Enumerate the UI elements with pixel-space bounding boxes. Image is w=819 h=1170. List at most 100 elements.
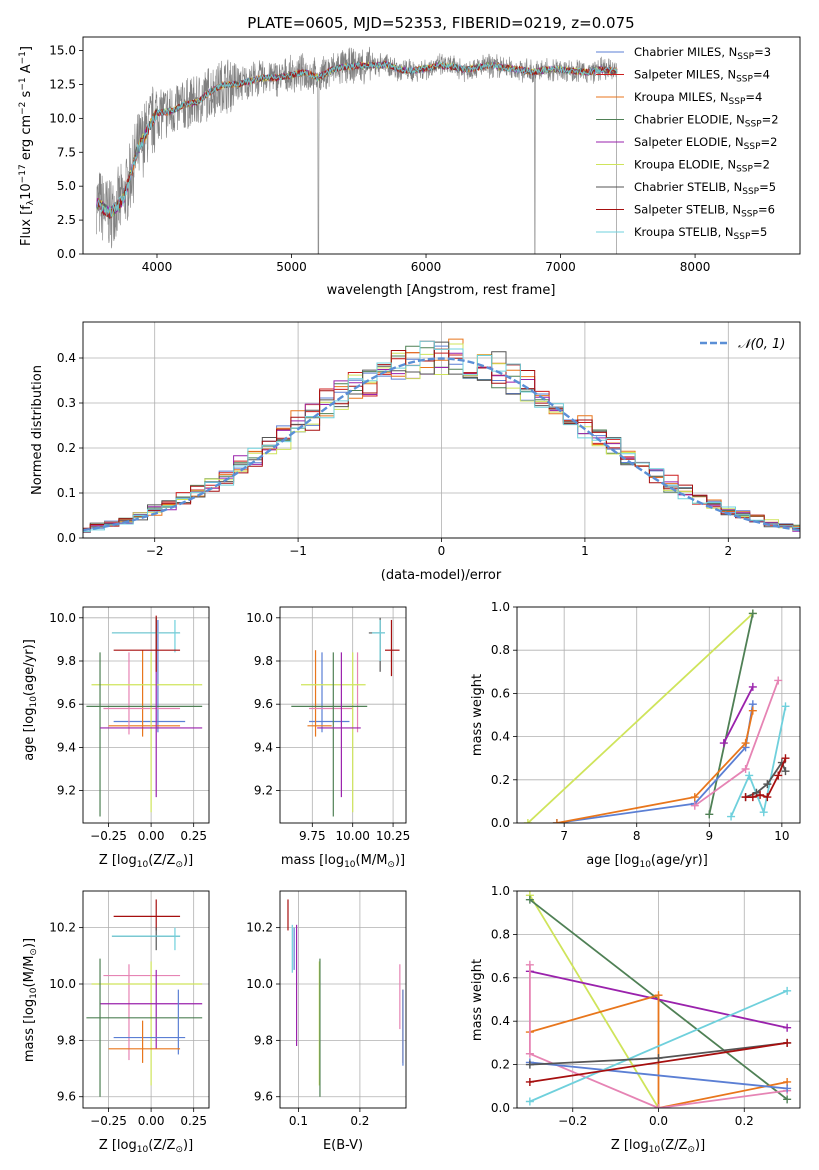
weight-point-marker	[654, 1104, 663, 1108]
x-tick-label: −1	[289, 544, 307, 558]
x-tick-label: 10.00	[336, 829, 370, 843]
weight-vs-z-axes: −0.2 0.0 0.2 0.0 0.2 0.4 0.6 0.8 1.0	[491, 884, 801, 1128]
weight-line	[529, 1061, 788, 1090]
weight-line	[529, 1042, 788, 1083]
model-line-chabrier-miles	[96, 61, 618, 218]
legend-entry: Salpeter ELODIE, NSSP=2	[634, 135, 777, 152]
x-tick-label: −0.25	[90, 829, 127, 843]
y-axis-label: Flux [fλ10−17 erg cm−2 s−1 A−1]	[18, 46, 36, 246]
weight-point-marker	[654, 991, 663, 1000]
weight-point-marker	[741, 793, 750, 802]
x-tick-label: 9	[705, 829, 713, 843]
weight-line	[730, 706, 787, 817]
y-tick-label: 10.0	[246, 977, 273, 991]
spectrum-legend: Chabrier MILES, NSSP=3 Salpeter MILES, NS…	[596, 45, 779, 242]
weight-point-marker	[781, 754, 790, 763]
legend-entry: Salpeter MILES, NSSP=4	[634, 68, 770, 85]
weight-point-marker	[719, 739, 728, 748]
weight-point-marker	[525, 895, 534, 904]
y-tick-label: 10.2	[246, 921, 273, 935]
axes-frame	[279, 890, 407, 1109]
x-tick-label: 9.75	[299, 829, 326, 843]
x-tick-label: 7	[560, 829, 568, 843]
x-axis-label: Z [log10(Z/Z⊙)]	[99, 853, 193, 870]
histogram-salpeter-elodie	[83, 352, 800, 533]
weight-point-marker	[525, 1077, 534, 1086]
weight-point-marker	[525, 1049, 534, 1058]
weight-point-marker	[783, 986, 792, 995]
y-tick-label: 0.8	[491, 927, 510, 941]
y-axis-label: Normed distribution	[30, 365, 45, 495]
weight-point-marker	[705, 810, 714, 819]
y-tick-label: 9.6	[57, 1090, 76, 1104]
x-axis-label: Z [log10(Z/Z⊙)]	[99, 1138, 193, 1155]
age-vs-mass-axes: 9.75 10.00 10.25 9.2 9.4 9.6 9.8 10.0	[246, 606, 410, 843]
legend-entry: Chabrier MILES, NSSP=3	[634, 45, 771, 62]
axes-frame	[516, 890, 801, 1109]
axes-frame	[82, 321, 801, 539]
weight-line	[708, 613, 754, 815]
weight-point-marker	[783, 1023, 792, 1032]
y-tick-label: 15.0	[49, 44, 76, 58]
legend-entry: 𝒩(0, 1)	[738, 337, 785, 352]
weight-line	[745, 757, 787, 799]
y-tick-label: 0.4	[491, 730, 510, 744]
y-tick-label: 9.2	[254, 784, 273, 798]
weight-point-marker	[783, 1095, 792, 1104]
x-axis-label: (data-model)/error	[381, 568, 502, 583]
x-tick-label: 1	[581, 544, 589, 558]
y-axis-label: mass weight	[470, 674, 485, 756]
weight-vs-z-plot-area	[525, 891, 792, 1108]
x-axis-label: Z [log10(Z/Z⊙)]	[611, 1138, 705, 1155]
weight-point-marker	[745, 771, 754, 780]
histogram-chabrier-stelib	[83, 341, 800, 533]
weight-point-marker	[756, 790, 765, 799]
axes-frame	[82, 890, 210, 1109]
weight-point-marker	[741, 765, 750, 773]
y-tick-label: 9.6	[254, 1090, 273, 1104]
model-line-kroupa-stelib	[96, 60, 618, 218]
spectrum-plot-area	[96, 46, 618, 254]
y-tick-label: 10.0	[49, 977, 76, 991]
y-tick-label: 0.2	[57, 441, 76, 455]
weight-point-marker	[774, 676, 783, 685]
model-line-kroupa-elodie	[96, 60, 618, 217]
x-tick-label: 0.2	[735, 1114, 754, 1128]
residuals-axes: −2 −1 0 1 2 0.0 0.1 0.2 0.3 0.4	[57, 321, 801, 558]
chart-title: PLATE=0605, MJD=52353, FIBERID=0219, z=0…	[247, 14, 634, 32]
y-tick-label: 1.0	[491, 600, 510, 614]
weight-point-marker	[763, 780, 772, 789]
age-vs-z-axes: −0.25 0.00 0.25 9.2 9.4 9.6 9.8 10.0	[49, 606, 210, 843]
mass-vs-ebv-plot-area	[287, 899, 404, 1097]
y-tick-label: 10.0	[49, 111, 76, 125]
weight-point-marker	[748, 682, 757, 691]
weight-line	[556, 710, 754, 823]
y-tick-label: 0.1	[57, 486, 76, 500]
axes-frame	[279, 606, 407, 824]
y-tick-label: 7.5	[57, 145, 76, 159]
weight-point-marker	[783, 1038, 792, 1047]
y-tick-label: 9.8	[57, 654, 76, 668]
model-line-chabrier-stelib	[96, 61, 618, 220]
weight-point-marker	[748, 793, 757, 802]
weight-point-marker	[748, 706, 757, 715]
x-tick-label: 2	[724, 544, 732, 558]
x-tick-label: 7000	[545, 260, 576, 274]
x-tick-label: 0	[438, 544, 446, 558]
weight-line	[723, 686, 754, 744]
model-line-salpeter-stelib	[96, 61, 618, 219]
y-tick-label: 0.6	[491, 971, 510, 985]
y-tick-label: 10.0	[49, 611, 76, 625]
y-tick-label: 9.8	[254, 1033, 273, 1047]
x-tick-label: 0.00	[138, 1114, 165, 1128]
x-tick-label: 0.25	[180, 1114, 207, 1128]
y-tick-label: 0.2	[491, 1058, 510, 1072]
model-line-salpeter-elodie	[96, 60, 618, 217]
y-tick-label: 0.0	[491, 816, 510, 830]
mass-vs-z-plot-area	[86, 899, 203, 1097]
y-tick-label: 2.5	[57, 213, 76, 227]
legend-entry: Salpeter STELIB, NSSP=6	[634, 203, 775, 220]
y-tick-label: 1.0	[491, 884, 510, 898]
legend-entry: Kroupa MILES, NSSP=4	[634, 90, 762, 107]
